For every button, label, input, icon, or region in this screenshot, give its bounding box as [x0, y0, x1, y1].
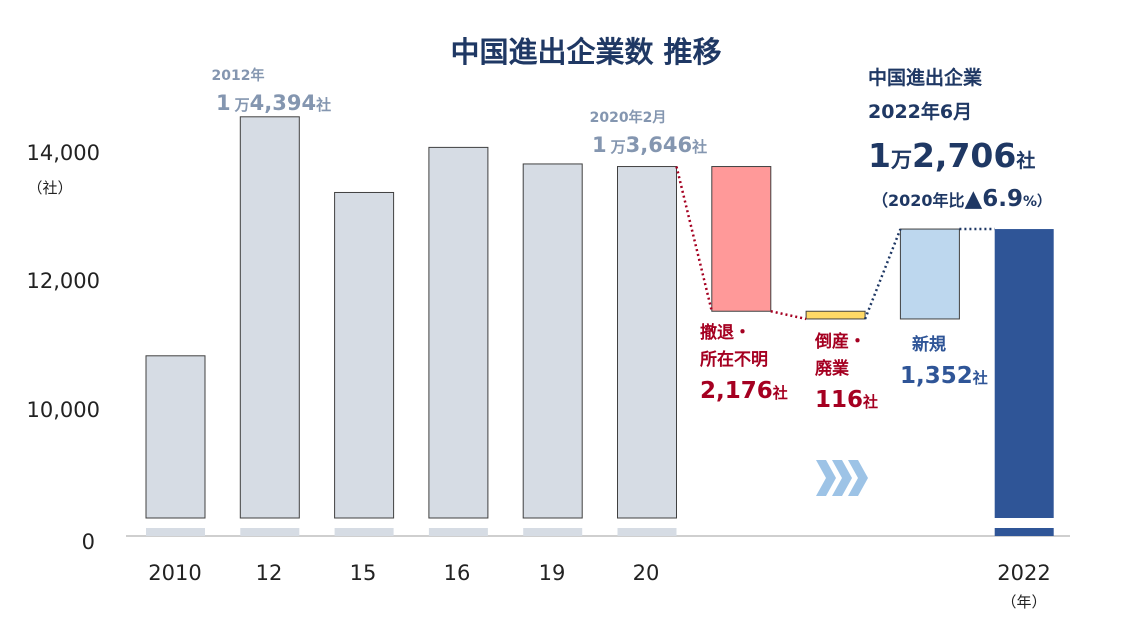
annotation-result-change-value: ▲6.9	[965, 186, 1023, 212]
x-tick-label-16: 16	[444, 561, 471, 585]
annotation-result-value: 1万2,706社	[868, 136, 1035, 175]
bar-20	[617, 166, 677, 519]
annotation-bankruptcy-line1: 倒産・	[814, 331, 866, 352]
annotation-result-change-open: （2020年比	[872, 191, 965, 210]
x-tick-label-2022: 2022	[997, 561, 1050, 585]
annotation-2020-date: 2020年2月	[590, 109, 667, 126]
annotation-2020-value: 1 万3,646社	[592, 133, 707, 157]
bar-stub-19	[523, 528, 583, 536]
bar-2010	[145, 355, 206, 519]
x-tick-label-12: 12	[256, 561, 283, 585]
annotation-new-label: 新規	[912, 334, 946, 355]
annotation-2012-num-man: 万	[234, 96, 250, 114]
y-tick-label-10000: 10,000	[27, 398, 100, 422]
bar-stub-12	[240, 528, 300, 536]
annotation-new-value: 1,352社	[900, 363, 988, 389]
bar-2022	[994, 229, 1054, 518]
annotation-2020-num-rest: 3,646	[626, 133, 692, 157]
annotation-bankruptcy-value: 116社	[815, 387, 878, 413]
y-axis-unit: （社）	[27, 179, 72, 197]
annotation-2012-value: 1 万4,394社	[216, 91, 331, 115]
bar-stub-15	[334, 528, 394, 536]
bar-stub-20	[617, 528, 677, 536]
x-tick-label-20: 20	[633, 561, 660, 585]
annotation-withdrawal-value: 2,176社	[700, 378, 788, 404]
annotation-result-change-pct: %）	[1023, 194, 1051, 210]
annotation-2012-unit: 社	[315, 96, 331, 114]
annotation-2020-num-prefix: 1	[592, 133, 607, 157]
y-tick-label-zero: 0	[82, 530, 95, 554]
annotation-bankruptcy-unit: 社	[862, 393, 878, 411]
bar-新規	[899, 228, 960, 320]
x-tick-label-2010: 2010	[148, 561, 201, 585]
annotation-bankruptcy-line2: 廃業	[815, 358, 849, 379]
annotation-new-num: 1,352	[900, 363, 973, 389]
bar-12	[239, 116, 300, 519]
bar-15	[334, 191, 395, 519]
annotation-withdrawal-line1: 撤退・	[700, 322, 751, 343]
y-tick-label-12000: 12,000	[27, 269, 100, 293]
bar-stub-2022	[994, 528, 1054, 536]
x-axis-unit: （年）	[1001, 593, 1046, 611]
annotation-bankruptcy-num: 116	[815, 387, 863, 413]
annotation-withdrawal-unit: 社	[772, 384, 788, 402]
connector-bankruptcy-to-new	[863, 228, 902, 320]
bar-stub-2010	[146, 528, 205, 536]
bar-stub-16	[428, 528, 488, 536]
y-tick-label-14000: 14,000	[27, 141, 100, 165]
annotation-2012-num-rest: 4,394	[250, 91, 316, 115]
bars	[145, 116, 1054, 519]
annotation-2020-unit: 社	[691, 138, 707, 156]
connector-withdrawal-to-bankruptcy	[770, 310, 807, 321]
chart-title: 中国進出企業数 推移	[450, 35, 721, 69]
annotation-2012-num-prefix: 1	[216, 91, 231, 115]
bar-19	[522, 163, 583, 519]
annotation-result-num-rest: 2,706	[912, 136, 1016, 175]
annotation-result-change: （2020年比▲6.9%）	[872, 186, 1051, 212]
waterfall-connectors	[675, 166, 995, 321]
annotation-2020-num-man: 万	[610, 138, 626, 156]
annotation-new-unit: 社	[972, 369, 988, 387]
annotation-result-line2: 2022年6月	[868, 100, 972, 123]
annotation-result-line1: 中国進出企業	[868, 66, 983, 89]
annotation-withdrawal-line2: 所在不明	[700, 349, 768, 370]
axis-break-stubs	[146, 528, 1054, 536]
connector-2020-to-withdrawal	[675, 166, 714, 312]
bar-撤退・所在不明	[711, 166, 772, 312]
annotation-result-num-man: 万	[890, 148, 912, 172]
annotation-withdrawal-num: 2,176	[700, 378, 773, 404]
annotation-2012-date: 2012年	[212, 67, 265, 84]
annotation-result-unit: 社	[1015, 149, 1035, 172]
annotation-result-num-prefix: 1	[868, 136, 891, 175]
x-tick-label-15: 15	[350, 561, 377, 585]
chevron-right-icon	[816, 460, 868, 496]
x-tick-label-19: 19	[539, 561, 566, 585]
bar-16	[428, 146, 489, 519]
bar-倒産・廃業	[805, 310, 866, 320]
